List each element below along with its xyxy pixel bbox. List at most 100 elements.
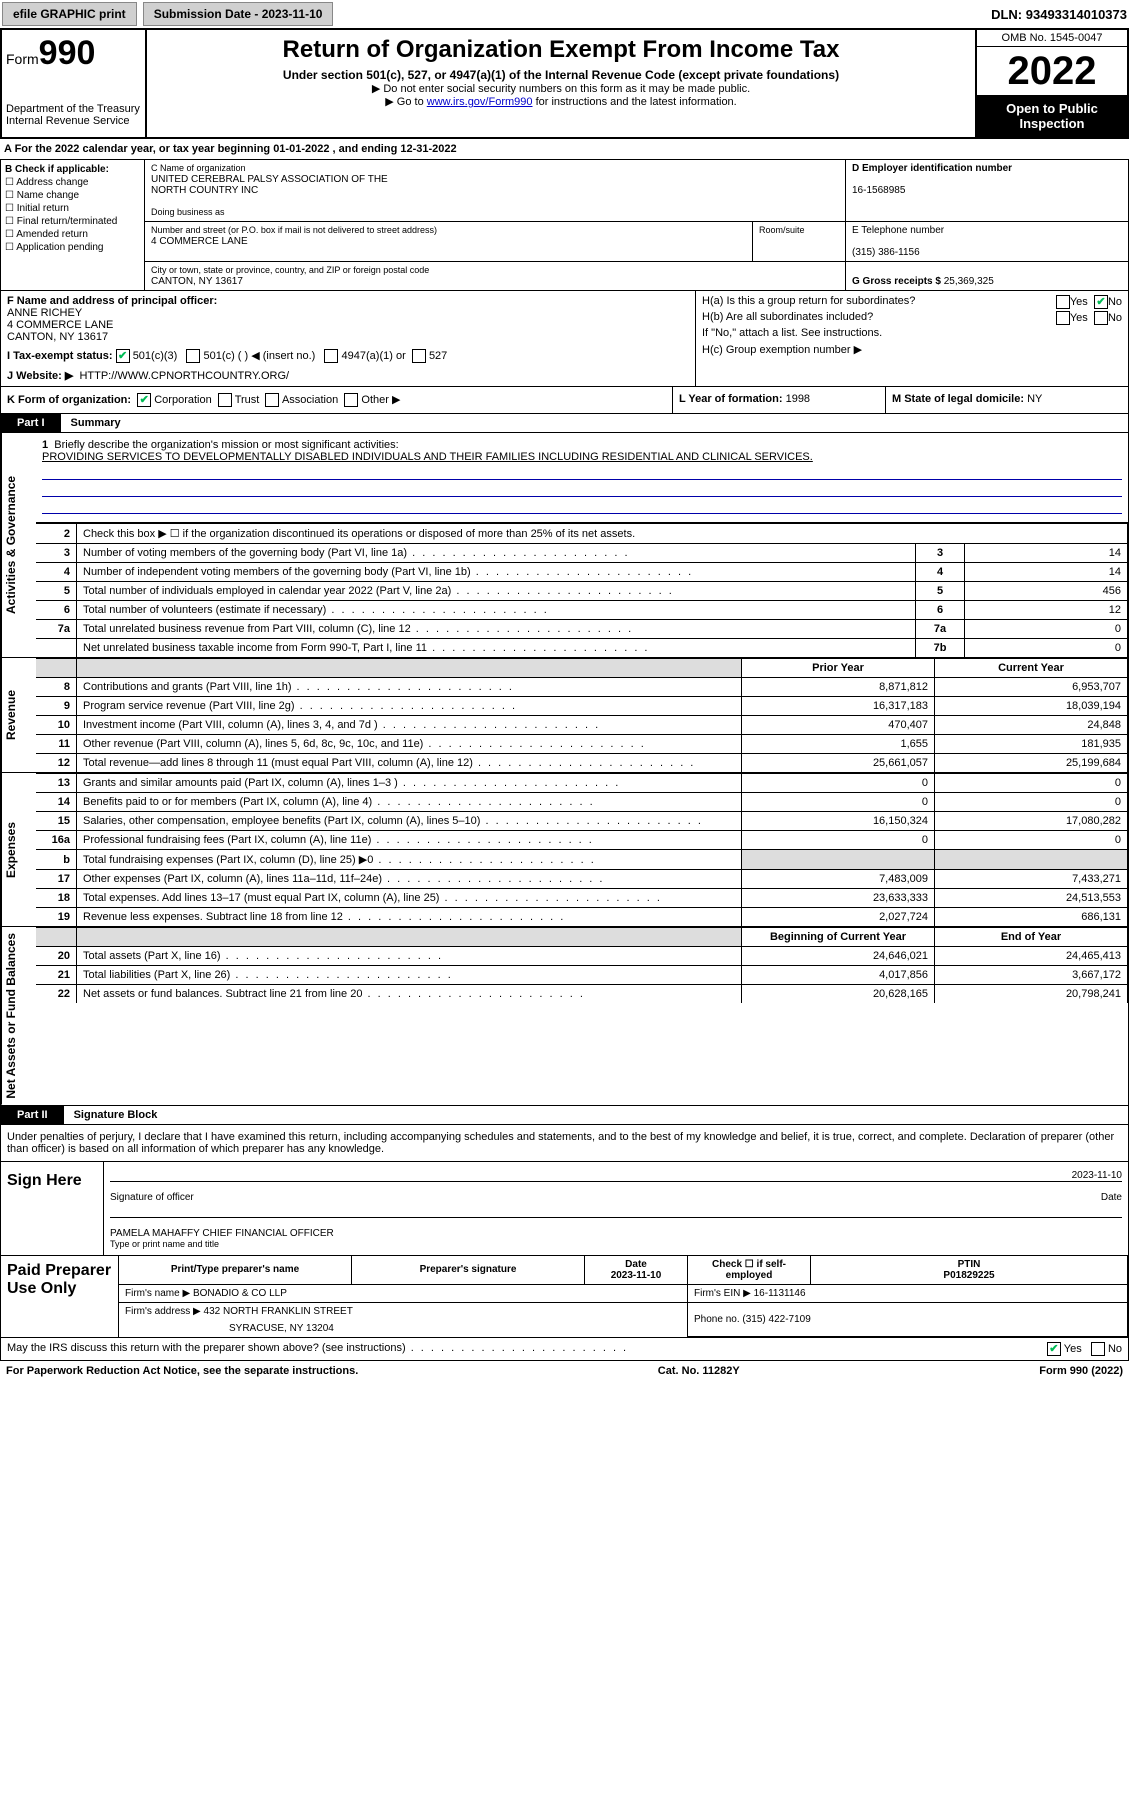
governance-table: 2Check this box ▶ ☐ if the organization … bbox=[36, 523, 1128, 657]
typed-name: PAMELA MAHAFFY CHIEF FINANCIAL OFFICER bbox=[110, 1228, 1122, 1239]
cb-final-return[interactable]: ☐ Final return/terminated bbox=[5, 216, 140, 227]
room-label: Room/suite bbox=[759, 225, 805, 235]
vlabel-expenses: Expenses bbox=[1, 773, 36, 926]
f-block: F Name and address of principal officer:… bbox=[7, 295, 689, 343]
mission-block: 1 Briefly describe the organization's mi… bbox=[36, 433, 1128, 523]
netassets-table: Beginning of Current Year End of Year 20… bbox=[36, 927, 1128, 1003]
vlabel-activities: Activities & Governance bbox=[1, 433, 36, 657]
sig-date-val: 2023-11-10 bbox=[1072, 1170, 1122, 1181]
form-title: Return of Organization Exempt From Incom… bbox=[155, 36, 967, 64]
l-label: L Year of formation: bbox=[679, 393, 783, 405]
prep-firm-name: Firm's name ▶ BONADIO & CO LLP Firm's EI… bbox=[119, 1284, 1128, 1302]
header-left: Form990 Department of the Treasury Inter… bbox=[2, 30, 147, 137]
table-row: 20Total assets (Part X, line 16)24,646,0… bbox=[36, 947, 1128, 966]
open-inspection: Open to Public Inspection bbox=[977, 95, 1127, 137]
i-label: I Tax-exempt status: bbox=[7, 350, 113, 362]
cb-name-change[interactable]: ☐ Name change bbox=[5, 190, 140, 201]
f-label: F Name and address of principal officer: bbox=[7, 295, 217, 307]
col-cd: C Name of organization UNITED CEREBRAL P… bbox=[145, 160, 1128, 290]
foot-left: For Paperwork Reduction Act Notice, see … bbox=[6, 1365, 358, 1377]
dba-label: Doing business as bbox=[151, 207, 225, 217]
website: HTTP://WWW.CPNORTHCOUNTRY.ORG/ bbox=[79, 370, 289, 382]
form990-link[interactable]: www.irs.gov/Form990 bbox=[427, 96, 533, 108]
section-fhij: F Name and address of principal officer:… bbox=[0, 291, 1129, 387]
table-row: 12Total revenue—add lines 8 through 11 (… bbox=[36, 754, 1128, 773]
rev-header: Prior Year Current Year bbox=[36, 659, 1128, 678]
gross-receipts: 25,369,325 bbox=[944, 276, 994, 287]
table-row: 21Total liabilities (Part X, line 26)4,0… bbox=[36, 966, 1128, 985]
may-yes[interactable] bbox=[1047, 1342, 1061, 1356]
dln-label: DLN: bbox=[991, 7, 1022, 22]
row-7b: Net unrelated business taxable income fr… bbox=[36, 639, 1128, 658]
vlabel-netassets: Net Assets or Fund Balances bbox=[1, 927, 36, 1105]
row-6: 6Total number of volunteers (estimate if… bbox=[36, 601, 1128, 620]
table-row: 15Salaries, other compensation, employee… bbox=[36, 812, 1128, 831]
street: 4 COMMERCE LANE bbox=[151, 236, 248, 247]
part2-header: Part II Signature Block bbox=[0, 1106, 1129, 1125]
c-street-box: Number and street (or P.O. box if mail i… bbox=[145, 222, 846, 261]
sign-here-row: Sign Here 2023-11-10 Signature of office… bbox=[0, 1162, 1129, 1256]
mission: PROVIDING SERVICES TO DEVELOPMENTALLY DI… bbox=[42, 451, 813, 463]
paid-preparer-row: Paid Preparer Use Only Print/Type prepar… bbox=[0, 1256, 1129, 1339]
sign-here-label: Sign Here bbox=[1, 1162, 104, 1255]
cb-501c3[interactable] bbox=[116, 349, 130, 363]
form-number: Form990 bbox=[6, 34, 141, 73]
table-row: 14Benefits paid to or for members (Part … bbox=[36, 793, 1128, 812]
revenue-table: Prior Year Current Year 8Contributions a… bbox=[36, 658, 1128, 772]
mission-blank-1 bbox=[42, 465, 1122, 480]
na-header: Beginning of Current Year End of Year bbox=[36, 928, 1128, 947]
prep-hdr: Print/Type preparer's name Preparer's si… bbox=[119, 1256, 1128, 1285]
k-label: K Form of organization: bbox=[7, 394, 131, 406]
officer-addr2: CANTON, NY 13617 bbox=[7, 331, 108, 343]
e-box: E Telephone number (315) 386-1156 bbox=[846, 222, 1128, 261]
officer-addr1: 4 COMMERCE LANE bbox=[7, 319, 113, 331]
street-label: Number and street (or P.O. box if mail i… bbox=[151, 225, 437, 235]
expenses-block: Expenses 13Grants and similar amounts pa… bbox=[0, 773, 1129, 927]
row-2: 2Check this box ▶ ☐ if the organization … bbox=[36, 524, 1128, 544]
cb-initial-return[interactable]: ☐ Initial return bbox=[5, 203, 140, 214]
city-label: City or town, state or province, country… bbox=[151, 265, 429, 275]
mission-blank-3 bbox=[42, 499, 1122, 514]
g-box: G Gross receipts $ 25,369,325 bbox=[846, 262, 1128, 290]
ha-no[interactable] bbox=[1094, 295, 1108, 309]
state-domicile: NY bbox=[1027, 393, 1042, 405]
table-row: 22Net assets or fund balances. Subtract … bbox=[36, 985, 1128, 1004]
part2-label: Signature Block bbox=[64, 1106, 168, 1124]
phone: (315) 386-1156 bbox=[852, 247, 920, 258]
cb-trust[interactable] bbox=[218, 393, 232, 407]
officer-name: ANNE RICHEY bbox=[7, 307, 82, 319]
cb-amended-return[interactable]: ☐ Amended return bbox=[5, 229, 140, 240]
cb-application-pending[interactable]: ☐ Application pending bbox=[5, 242, 140, 253]
h-block: H(a) Is this a group return for subordin… bbox=[696, 291, 1128, 386]
declaration: Under penalties of perjury, I declare th… bbox=[0, 1125, 1129, 1162]
hb-no[interactable] bbox=[1094, 311, 1108, 325]
hb-yes[interactable] bbox=[1056, 311, 1070, 325]
sig-line-1: 2023-11-10 bbox=[110, 1170, 1122, 1182]
prep-firm-addr: Firm's address ▶ 432 NORTH FRANKLIN STRE… bbox=[119, 1302, 1128, 1320]
ha-yes[interactable] bbox=[1056, 295, 1070, 309]
omb: OMB No. 1545-0047 bbox=[977, 30, 1127, 47]
form-no: 990 bbox=[39, 34, 96, 72]
top-bar: efile GRAPHIC print Submission Date - 20… bbox=[0, 0, 1129, 30]
row-7a: 7aTotal unrelated business revenue from … bbox=[36, 620, 1128, 639]
cb-other[interactable] bbox=[344, 393, 358, 407]
submission-date-button[interactable]: Submission Date - 2023-11-10 bbox=[143, 2, 334, 26]
year-formation: 1998 bbox=[786, 393, 810, 405]
ein: 16-1568985 bbox=[852, 185, 905, 196]
sig-of-officer: Signature of officer bbox=[110, 1192, 194, 1203]
table-row: 19Revenue less expenses. Subtract line 1… bbox=[36, 908, 1128, 927]
cb-527[interactable] bbox=[412, 349, 426, 363]
cb-501c[interactable] bbox=[186, 349, 200, 363]
may-no[interactable] bbox=[1091, 1342, 1105, 1356]
cb-assoc[interactable] bbox=[265, 393, 279, 407]
row-4: 4Number of independent voting members of… bbox=[36, 563, 1128, 582]
may-irs-discuss: May the IRS discuss this return with the… bbox=[0, 1338, 1129, 1360]
paid-preparer-grid: Print/Type preparer's name Preparer's si… bbox=[119, 1256, 1128, 1338]
efile-button[interactable]: efile GRAPHIC print bbox=[2, 2, 137, 26]
may-q: May the IRS discuss this return with the… bbox=[7, 1342, 628, 1356]
cb-address-change[interactable]: ☐ Address change bbox=[5, 177, 140, 188]
hb-note: If "No," attach a list. See instructions… bbox=[702, 327, 1122, 339]
cb-corp[interactable] bbox=[137, 393, 151, 407]
cb-4947[interactable] bbox=[324, 349, 338, 363]
hb-row: H(b) Are all subordinates included? Yes … bbox=[702, 311, 1122, 323]
